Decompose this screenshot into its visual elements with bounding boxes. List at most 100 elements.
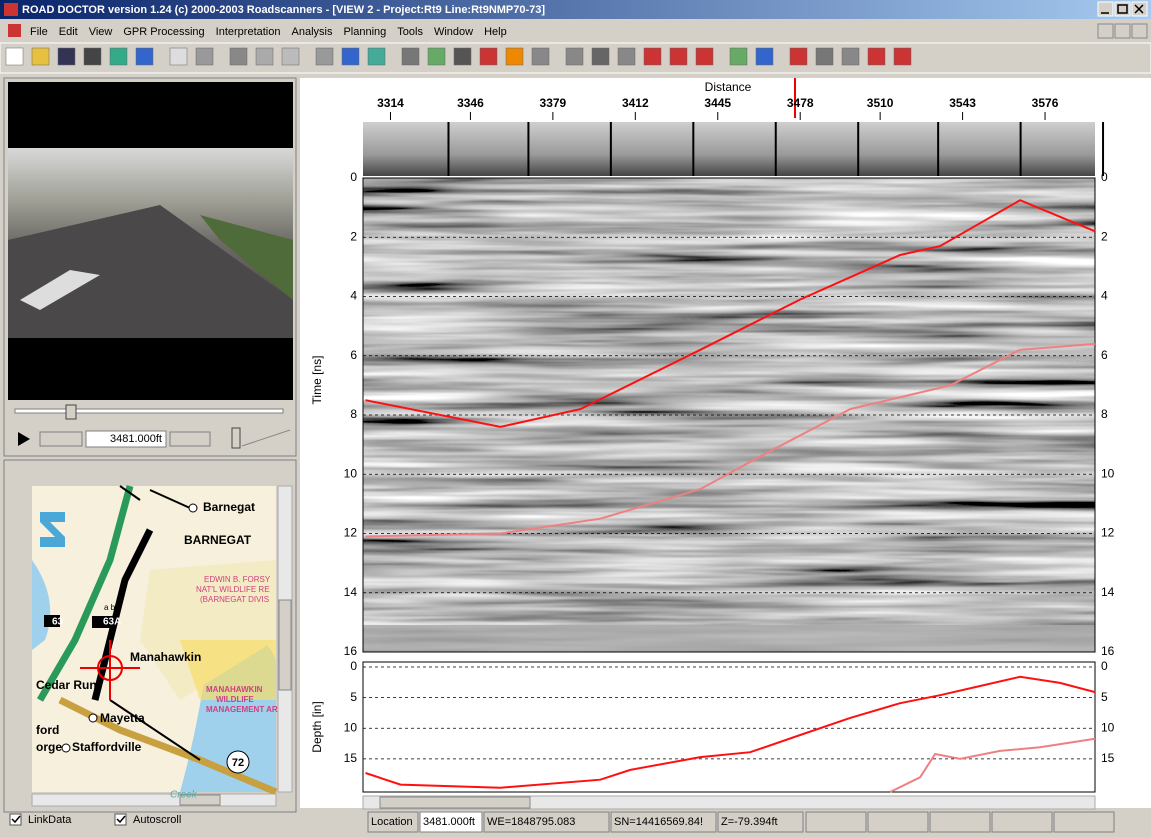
toolbar-button[interactable] — [729, 47, 748, 66]
x-tick-label: 3346 — [457, 96, 484, 110]
toolbar-button[interactable] — [643, 47, 662, 66]
toolbar-button[interactable] — [195, 47, 214, 66]
map-hscroll[interactable] — [31, 793, 277, 807]
status-text: 3481.000ft — [423, 816, 475, 828]
x-tick-label: 3478 — [787, 96, 814, 110]
menu-item[interactable]: View — [89, 26, 113, 38]
toolbar-button[interactable] — [83, 47, 102, 66]
toolbar-button[interactable] — [755, 47, 774, 66]
video-position: 3481.000ft — [110, 433, 162, 445]
toolbar-button[interactable] — [169, 47, 188, 66]
toolbar-button[interactable] — [815, 47, 834, 66]
y-tick-label: 14 — [344, 585, 358, 599]
map-label: a b — [104, 603, 116, 612]
toolbar-button[interactable] — [617, 47, 636, 66]
checkbox[interactable] — [114, 813, 127, 826]
y-tick-label: 2 — [1101, 229, 1108, 243]
y-tick-label: 10 — [344, 466, 358, 480]
y-tick-label: 8 — [1101, 407, 1108, 421]
toolbar-button[interactable] — [281, 47, 300, 66]
status-field — [483, 811, 610, 833]
toolbar-button[interactable] — [401, 47, 420, 66]
slider-thumb[interactable] — [65, 404, 77, 420]
menu-item[interactable]: Interpretation — [216, 26, 281, 38]
toolbar-button[interactable] — [867, 47, 886, 66]
menu-item[interactable]: Tools — [397, 26, 423, 38]
y-tick-label: 12 — [344, 526, 358, 540]
x-tick-label: 3445 — [704, 96, 731, 110]
menu-item[interactable]: Window — [434, 26, 473, 38]
seek-buttons[interactable] — [169, 431, 211, 447]
radargram-bottom — [363, 625, 1095, 652]
toolbar-button[interactable] — [255, 47, 274, 66]
depth-frame — [362, 661, 1096, 793]
toolbar-button[interactable] — [531, 47, 550, 66]
y-tick-label: 10 — [344, 720, 358, 734]
menu-item[interactable]: Edit — [59, 26, 78, 38]
toolbar-button[interactable] — [367, 47, 386, 66]
map-vscroll-thumb[interactable] — [278, 599, 292, 691]
child-minimize[interactable] — [1097, 23, 1114, 39]
child-close[interactable] — [1131, 23, 1148, 39]
toolbar-button[interactable] — [841, 47, 860, 66]
toolbar-button[interactable] — [789, 47, 808, 66]
status-field — [610, 811, 717, 833]
toolbar-button[interactable] — [57, 47, 76, 66]
chart-hscroll[interactable] — [362, 795, 1096, 810]
minimize[interactable] — [1097, 1, 1114, 17]
toolbar-button[interactable] — [505, 47, 524, 66]
toolbar-button[interactable] — [135, 47, 154, 66]
child-maximize[interactable] — [1114, 23, 1131, 39]
map-label: Staffordville — [72, 740, 142, 754]
position-box[interactable] — [85, 430, 167, 448]
x-tick-label: 3543 — [949, 96, 976, 110]
toolbar-button[interactable] — [479, 47, 498, 66]
toolbar-button[interactable] — [341, 47, 360, 66]
toolbar-button[interactable] — [893, 47, 912, 66]
y-tick-label: 5 — [350, 690, 357, 704]
toolbar-button[interactable] — [427, 47, 446, 66]
window-title: ROAD DOCTOR version 1.24 (c) 2000-2003 R… — [22, 4, 545, 16]
map-label: EDWIN B. FORSY — [204, 575, 271, 584]
menu-item[interactable]: File — [30, 26, 48, 38]
toolbar-button[interactable] — [695, 47, 714, 66]
x-axis-title: Distance — [705, 80, 752, 94]
menu-item[interactable]: Analysis — [292, 26, 333, 38]
option-label: Autoscroll — [133, 814, 181, 826]
video-slider[interactable] — [14, 408, 284, 414]
status-field — [1053, 811, 1115, 833]
map-label: MANAGEMENT AR — [206, 705, 278, 714]
toolbar-button[interactable] — [565, 47, 584, 66]
toolbar-button[interactable] — [5, 47, 24, 66]
menu-item[interactable]: Help — [484, 26, 507, 38]
play-button[interactable] — [18, 432, 30, 446]
x-tick-label: 3379 — [540, 96, 567, 110]
toolbar-button[interactable] — [109, 47, 128, 66]
map-hscroll-thumb[interactable] — [179, 794, 221, 806]
toolbar-button[interactable] — [591, 47, 610, 66]
menu-item[interactable]: GPR Processing — [123, 26, 204, 38]
map-label: ford — [36, 723, 59, 737]
step-buttons[interactable] — [39, 431, 83, 447]
toolbar-button[interactable] — [453, 47, 472, 66]
toolbar-button[interactable] — [31, 47, 50, 66]
speed-slider[interactable] — [231, 427, 241, 449]
road — [8, 205, 293, 338]
y-tick-label: 6 — [1101, 348, 1108, 362]
y-tick-label: 15 — [344, 751, 358, 765]
data-line — [365, 199, 1096, 428]
chart-hscroll-thumb[interactable] — [379, 796, 531, 809]
toolbar-button[interactable] — [315, 47, 334, 66]
toolbar — [0, 42, 1151, 74]
toolbar-button[interactable] — [229, 47, 248, 66]
menu-item[interactable]: Planning — [343, 26, 386, 38]
checkbox[interactable] — [9, 813, 22, 826]
y-tick-label: 10 — [1101, 466, 1115, 480]
y-tick-label: 15 — [1101, 751, 1115, 765]
map-label: Manahawkin — [130, 650, 201, 664]
toolbar-button[interactable] — [669, 47, 688, 66]
map — [31, 485, 293, 807]
status-field — [367, 811, 419, 833]
x-tick-label: 3576 — [1032, 96, 1059, 110]
